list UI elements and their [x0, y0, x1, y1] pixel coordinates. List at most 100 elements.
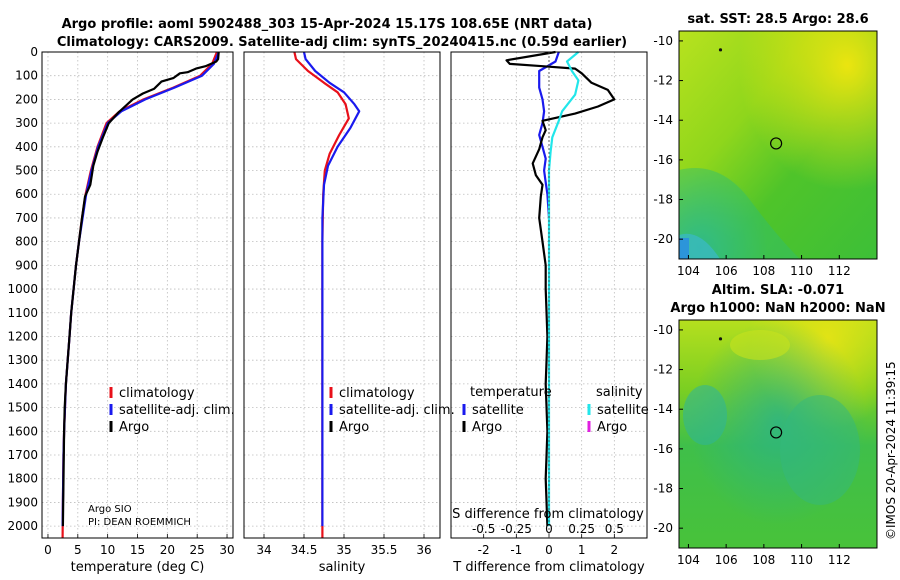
difference-panel: -2 -1 0 1 2 T difference from climatology temp… [450, 50, 649, 575]
legend-label: satellite [597, 403, 649, 418]
y-tick-label: 1000 [7, 282, 38, 296]
legend-label: climatology [339, 386, 415, 401]
map-x-tick-label: 106 [715, 264, 738, 278]
y-tick-label: 1300 [7, 353, 38, 367]
plot-frame [41, 51, 234, 539]
sst-map-panel: sat. SST: 28.5 Argo: 28.6 -10 -12 -14 -16 -1… [653, 12, 878, 278]
grid [42, 51, 233, 538]
x-tick-label: 35.5 [371, 543, 398, 557]
map-x-tick-label: 104 [677, 553, 700, 567]
map-frame [678, 30, 878, 260]
y-tick-label: 2000 [7, 519, 38, 533]
map-y-tick-label: -18 [653, 193, 673, 207]
sla-map-image [679, 320, 877, 548]
x-tick-label: 0 [545, 543, 553, 557]
y-tick-label: 0 [30, 45, 38, 59]
sst-map-title: sat. SST: 28.5 Argo: 28.6 [687, 12, 868, 27]
series-temperature-satellite [538, 51, 560, 219]
x-tick-label: -2 [478, 543, 490, 557]
s-axis-label: S difference from climatology [452, 507, 644, 522]
series-temperature-argo [505, 50, 616, 527]
map-y-tick-label: -16 [653, 442, 673, 456]
y-tick-label: 1500 [7, 401, 38, 415]
map-y-tick-label: -12 [653, 74, 673, 88]
y-tick-label: 1200 [7, 329, 38, 343]
map-x-tick-label: 108 [752, 553, 775, 567]
y-tick-label: 600 [15, 187, 38, 201]
y-tick-label: 300 [15, 116, 38, 130]
sla-map-subtitle: Argo h1000: NaN h2000: NaN [670, 301, 885, 316]
y-tick-label: 700 [15, 211, 38, 225]
y-tick-label: 500 [15, 164, 38, 178]
x-axis-label: temperature (deg C) [71, 560, 205, 575]
x-tick-label: 1 [578, 543, 586, 557]
y-tick-label: 800 [15, 235, 38, 249]
legend-label: climatology [119, 386, 195, 401]
legend-label: Argo [119, 420, 149, 435]
series-satellite-adj-clim- [302, 51, 361, 527]
s-tick-label: 0.25 [568, 522, 595, 536]
y-tick-label: 1600 [7, 424, 38, 438]
map-y-tick-label: -10 [653, 323, 673, 337]
y-tick-label: 100 [15, 69, 38, 83]
grid [244, 51, 440, 538]
sla-map-panel: Altim. SLA: -0.071 Argo h1000: NaN h2000… [653, 283, 885, 567]
x-tick-label: -1 [510, 543, 522, 557]
map-y-tick-label: -16 [653, 153, 673, 167]
map-x-tick-label: 106 [715, 553, 738, 567]
map-x-tick-label: 104 [677, 264, 700, 278]
map-x-tick-label: 112 [828, 264, 851, 278]
x-tick-label: 36 [416, 543, 431, 557]
x-tick-label: 2 [611, 543, 619, 557]
map-y-tick-label: -18 [653, 482, 673, 496]
x-tick-label: 34.5 [291, 543, 318, 557]
credit-pi: PI: DEAN ROEMMICH [88, 517, 191, 528]
x-tick-label: 34 [256, 543, 271, 557]
credit-org: Argo SIO [88, 504, 132, 515]
legend-label: satellite [472, 403, 524, 418]
s-tick-label: -0.25 [501, 522, 532, 536]
x-tick-label: 10 [100, 543, 115, 557]
s-tick-label: -0.5 [472, 522, 495, 536]
map-y-tick-label: -14 [653, 402, 673, 416]
legend-label: Argo [597, 420, 627, 435]
legend-title-temperature: temperature [470, 385, 552, 400]
y-tick-label: 1900 [7, 495, 38, 509]
s-tick-label: 0.5 [605, 522, 624, 536]
legend-label: satellite-adj. clim. [339, 403, 455, 418]
y-tick-label: 900 [15, 258, 38, 272]
sst-map-image [679, 31, 877, 259]
y-tick-label: 1800 [7, 472, 38, 486]
x-tick-label: 0 [44, 543, 52, 557]
x-tick-label: 30 [219, 543, 234, 557]
map-y-tick-label: -20 [653, 521, 673, 535]
x-tick-label: 25 [190, 543, 205, 557]
map-frame [678, 319, 878, 549]
map-x-tick-label: 108 [752, 264, 775, 278]
salinity-panel: 34 34.5 35 35.5 36 salinity climatology satelli… [243, 51, 455, 575]
map-x-tick-label: 110 [790, 264, 813, 278]
header-line-2: Climatology: CARS2009. Satellite-adj cli… [57, 35, 627, 50]
temperature-panel: 0100200300400500600700800900100011001200… [7, 45, 234, 575]
x-axis-label: salinity [319, 560, 366, 575]
y-tick-label: 1700 [7, 448, 38, 462]
float-position-marker [770, 426, 783, 439]
x-tick-label: 35 [336, 543, 351, 557]
sla-map-title: Altim. SLA: -0.071 [712, 283, 844, 298]
credits: Argo SIO PI: DEAN ROEMMICH [88, 504, 191, 528]
x-axis-label: T difference from climatology [452, 560, 645, 575]
y-tick-label: 200 [15, 92, 38, 106]
legend-label: Argo [472, 420, 502, 435]
island-marker [718, 337, 723, 341]
y-tick-label: 1100 [7, 306, 38, 320]
map-y-tick-label: -14 [653, 113, 673, 127]
map-y-tick-label: -12 [653, 363, 673, 377]
header-line-1: Argo profile: aoml 5902488_303 15-Apr-20… [62, 17, 593, 32]
x-tick-label: 15 [130, 543, 145, 557]
y-tick-label: 1400 [7, 377, 38, 391]
s-tick-label: 0 [545, 522, 553, 536]
x-tick-label: 20 [160, 543, 175, 557]
watermark: ©IMOS 20-Apr-2024 11:39:15 [884, 361, 898, 540]
map-x-tick-label: 110 [790, 553, 813, 567]
